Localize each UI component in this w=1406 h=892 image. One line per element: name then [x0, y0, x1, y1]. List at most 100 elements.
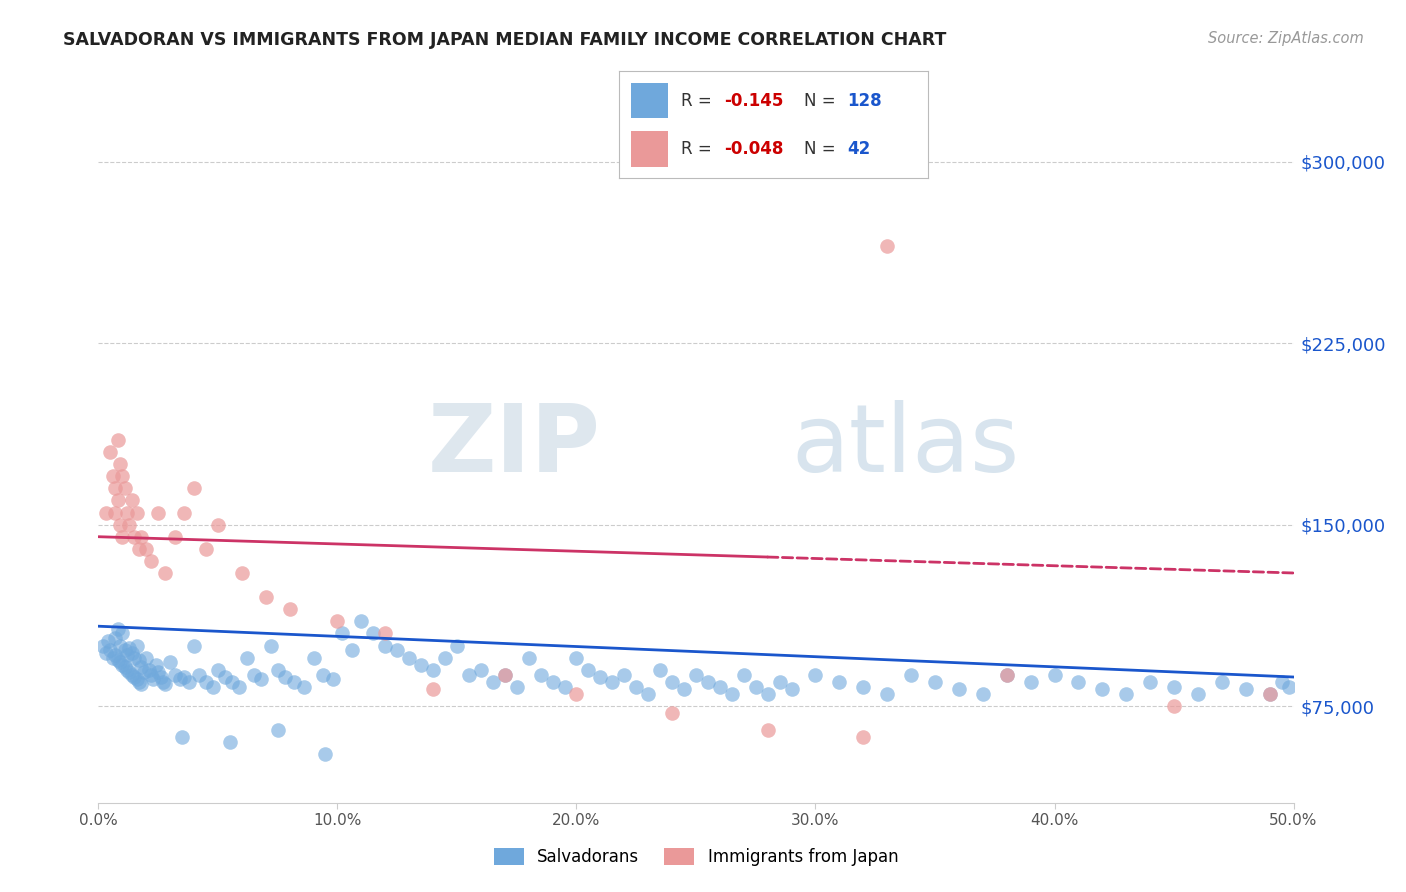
Point — [124, 650, 146, 665]
Point — [733, 667, 755, 681]
Point — [458, 667, 481, 681]
Point — [828, 674, 851, 689]
Point — [259, 639, 281, 653]
Point — [948, 682, 970, 697]
Point — [235, 650, 257, 665]
Point — [169, 673, 191, 687]
Point — [274, 670, 297, 684]
Text: 128: 128 — [848, 92, 882, 110]
Point — [107, 493, 129, 508]
Point — [1258, 687, 1281, 701]
Point — [578, 663, 600, 677]
Point — [685, 667, 707, 681]
Point — [111, 469, 134, 483]
Point — [139, 667, 162, 681]
Point — [422, 663, 444, 677]
Point — [315, 747, 337, 762]
Point — [697, 674, 720, 689]
Point — [98, 445, 122, 459]
Point — [231, 566, 253, 580]
Point — [118, 640, 141, 655]
Point — [995, 667, 1018, 681]
Point — [118, 665, 141, 680]
Text: N =: N = — [804, 92, 835, 110]
Point — [972, 687, 994, 701]
Point — [1271, 674, 1294, 689]
Point — [721, 687, 744, 701]
Point — [221, 674, 243, 689]
Point — [768, 674, 790, 689]
Point — [494, 667, 516, 681]
Point — [470, 663, 492, 677]
Point — [101, 469, 124, 483]
Point — [1091, 682, 1114, 697]
Point — [1019, 674, 1042, 689]
Point — [385, 643, 409, 657]
Point — [108, 457, 131, 471]
Point — [91, 639, 114, 653]
Point — [139, 554, 162, 568]
Point — [107, 622, 129, 636]
Point — [131, 530, 153, 544]
Point — [108, 639, 131, 653]
Point — [163, 667, 186, 681]
Point — [97, 633, 120, 648]
Point — [517, 650, 540, 665]
Point — [104, 481, 127, 495]
Point — [565, 650, 588, 665]
Point — [121, 667, 143, 681]
Point — [111, 657, 134, 672]
Point — [350, 615, 373, 629]
Point — [111, 626, 134, 640]
Point — [661, 674, 683, 689]
Point — [195, 674, 218, 689]
Point — [94, 506, 117, 520]
Point — [219, 735, 242, 749]
Point — [173, 670, 195, 684]
Point — [709, 680, 731, 694]
Point — [163, 530, 186, 544]
Point — [125, 506, 148, 520]
Point — [1258, 687, 1281, 701]
Point — [98, 643, 122, 657]
Point — [138, 663, 160, 677]
Point — [131, 677, 153, 691]
Point — [250, 673, 273, 687]
Legend: Salvadorans, Immigrants from Japan: Salvadorans, Immigrants from Japan — [486, 841, 905, 873]
Point — [745, 680, 768, 694]
Point — [541, 674, 564, 689]
Point — [155, 677, 177, 691]
Point — [312, 667, 335, 681]
Point — [142, 673, 165, 687]
Point — [340, 643, 363, 657]
Text: R =: R = — [681, 140, 711, 158]
Point — [124, 670, 146, 684]
Bar — [631, 83, 668, 119]
Point — [374, 626, 396, 640]
Point — [124, 530, 146, 544]
Point — [183, 481, 205, 495]
Point — [278, 602, 301, 616]
Point — [602, 674, 624, 689]
Point — [114, 481, 136, 495]
Point — [254, 590, 277, 604]
Point — [114, 643, 136, 657]
Point — [804, 667, 827, 681]
Point — [661, 706, 683, 721]
Point — [756, 723, 779, 738]
Text: -0.048: -0.048 — [724, 140, 783, 158]
Point — [131, 660, 153, 674]
Point — [411, 657, 433, 672]
Point — [554, 680, 576, 694]
Point — [101, 650, 124, 665]
Point — [94, 646, 117, 660]
Point — [114, 660, 136, 674]
Point — [172, 731, 194, 745]
Point — [135, 541, 157, 556]
Point — [924, 674, 946, 689]
Point — [852, 680, 875, 694]
Point — [852, 731, 875, 745]
Point — [398, 650, 420, 665]
Point — [1234, 682, 1257, 697]
Bar — [631, 131, 668, 167]
